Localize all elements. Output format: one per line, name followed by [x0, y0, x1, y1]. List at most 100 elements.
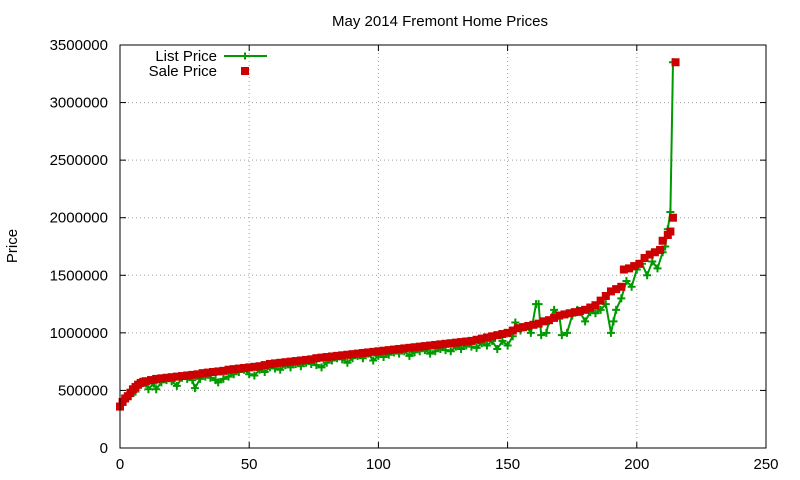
list-price-point — [643, 271, 652, 280]
list-price-point — [144, 385, 153, 394]
sale-price-point — [333, 351, 342, 360]
sale-price-point — [650, 248, 659, 257]
y-tick-label: 1000000 — [50, 325, 108, 342]
list-price-point — [557, 331, 566, 340]
sale-price-point — [645, 250, 654, 259]
list-price-point — [172, 381, 181, 390]
sale-price-point — [245, 363, 254, 372]
sale-price-point — [384, 346, 393, 355]
legend-label-list-price: List Price — [155, 48, 217, 65]
sale-price-point — [612, 285, 621, 294]
sale-price-point — [400, 344, 409, 353]
list-price-point — [446, 347, 455, 356]
list-price-point — [260, 368, 269, 377]
list-price-point — [224, 372, 233, 381]
sale-price-point — [405, 343, 414, 352]
sale-price-point — [167, 373, 176, 382]
list-price-point — [190, 384, 199, 393]
sale-price-point — [260, 361, 269, 370]
sale-price-point — [656, 245, 665, 254]
sale-price-point — [457, 338, 466, 347]
sale-price-point — [668, 213, 677, 222]
sale-price-point — [570, 308, 579, 317]
sale-price-point — [265, 359, 274, 368]
sale-price-point — [327, 352, 336, 361]
sale-price-point — [625, 264, 634, 273]
list-price-point — [493, 344, 502, 353]
legend-label-sale-price: Sale Price — [149, 63, 217, 80]
list-price-line — [119, 62, 674, 408]
sale-price-point — [508, 326, 517, 335]
sale-price-point — [601, 292, 610, 301]
y-tick-label: 3000000 — [50, 95, 108, 112]
sale-price-point — [539, 317, 548, 326]
sale-price-point — [462, 337, 471, 346]
sale-price-point — [658, 236, 667, 245]
sale-price-point — [364, 348, 373, 357]
sale-price-point — [219, 366, 228, 375]
sale-price-point — [374, 347, 383, 356]
sale-price-point — [276, 358, 285, 367]
sale-price-point — [596, 296, 605, 305]
sale-price-point — [343, 350, 352, 359]
sale-price-point — [482, 333, 491, 342]
sale-price-point — [472, 335, 481, 344]
sale-price-point — [358, 349, 367, 358]
list-price-point — [627, 282, 636, 291]
x-tick-label: 250 — [753, 456, 778, 473]
list-price-point — [581, 317, 590, 326]
list-price-point — [482, 341, 491, 350]
list-price-point — [152, 385, 161, 394]
sale-price-point — [560, 310, 569, 319]
list-price-point — [653, 264, 662, 273]
sale-price-point — [451, 338, 460, 347]
sale-price-point — [307, 355, 316, 364]
sale-price-point — [591, 301, 600, 310]
list-price-point — [472, 343, 481, 352]
y-tick-label: 2500000 — [50, 152, 108, 169]
list-price-point — [648, 257, 657, 266]
list-price-point — [526, 328, 535, 337]
sale-price-point — [317, 353, 326, 362]
sale-price-point — [586, 303, 595, 312]
list-price-point — [457, 344, 466, 353]
sale-price-point — [555, 311, 564, 320]
sale-price-point — [271, 359, 280, 368]
sale-price-point — [519, 323, 528, 332]
list-price-point — [550, 305, 559, 314]
x-tick-label: 50 — [241, 456, 258, 473]
sale-price-point — [441, 339, 450, 348]
sale-price-point — [524, 321, 533, 330]
sale-price-point — [606, 287, 615, 296]
sale-price-point — [157, 374, 166, 383]
sale-price-point — [436, 340, 445, 349]
sale-price-point — [234, 364, 243, 373]
sale-price-point — [477, 334, 486, 343]
sale-price-point — [198, 369, 207, 378]
sale-price-point — [617, 282, 626, 291]
sale-price-point — [619, 265, 628, 274]
sale-price-point — [565, 309, 574, 318]
sale-price-point — [193, 370, 202, 379]
sale-price-point — [147, 376, 156, 385]
y-tick-label: 1500000 — [50, 267, 108, 284]
sale-price-point — [395, 344, 404, 353]
list-price-point — [563, 328, 572, 337]
sale-price-point — [503, 328, 512, 337]
sale-price-point — [338, 351, 347, 360]
list-price-point — [405, 351, 414, 360]
sale-price-point — [493, 331, 502, 340]
sale-price-point — [281, 358, 290, 367]
sale-price-point — [203, 368, 212, 377]
list-price-point — [250, 371, 259, 380]
sale-price-point — [188, 370, 197, 379]
list-price-point — [498, 336, 507, 345]
sale-price-point — [178, 372, 187, 381]
sale-price-point — [389, 345, 398, 354]
list-price-point — [343, 358, 352, 367]
x-tick-label: 200 — [624, 456, 649, 473]
list-price-point — [426, 349, 435, 358]
legend-marker-sale-price — [241, 67, 249, 75]
list-price-point — [617, 294, 626, 303]
y-tick-label: 0 — [100, 440, 108, 457]
